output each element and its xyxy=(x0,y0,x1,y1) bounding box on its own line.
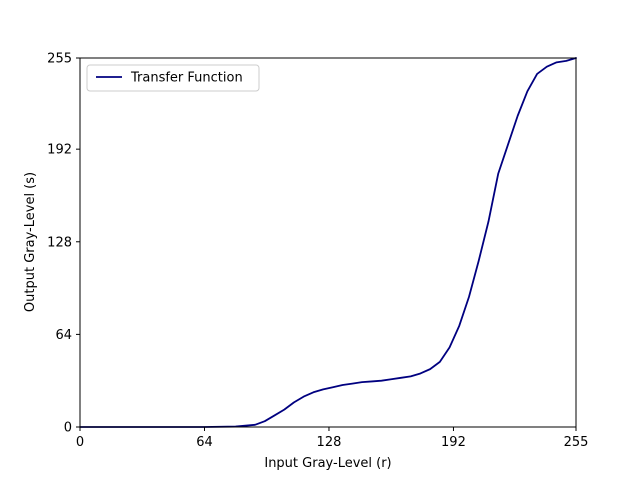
x-axis-title: Input Gray-Level (r) xyxy=(264,456,391,471)
legend-box xyxy=(86,64,260,92)
x-tick-label: 192 xyxy=(441,435,466,450)
legend-label-transfer-function: Transfer Function xyxy=(130,71,243,86)
y-tick-label: 255 xyxy=(47,52,72,67)
x-tick-label: 255 xyxy=(564,435,589,450)
plot-frame xyxy=(79,57,577,428)
plot-area xyxy=(80,58,576,427)
y-tick-label: 128 xyxy=(47,235,72,250)
x-axis: 0 64 128 192 255 xyxy=(76,427,589,450)
x-tick-label: 128 xyxy=(317,435,342,450)
legend: Transfer Function xyxy=(86,64,260,92)
y-tick-label: 0 xyxy=(64,421,72,436)
y-axis-title: Output Gray-Level (s) xyxy=(23,172,38,312)
series-layer xyxy=(79,57,577,428)
series-line-transfer-function xyxy=(79,57,577,428)
x-tick-label: 0 xyxy=(76,435,84,450)
y-tick-label: 192 xyxy=(47,143,72,158)
y-tick-label: 64 xyxy=(55,328,72,343)
y-axis: 0 64 128 192 255 xyxy=(47,52,80,436)
x-tick-label: 64 xyxy=(196,435,213,450)
